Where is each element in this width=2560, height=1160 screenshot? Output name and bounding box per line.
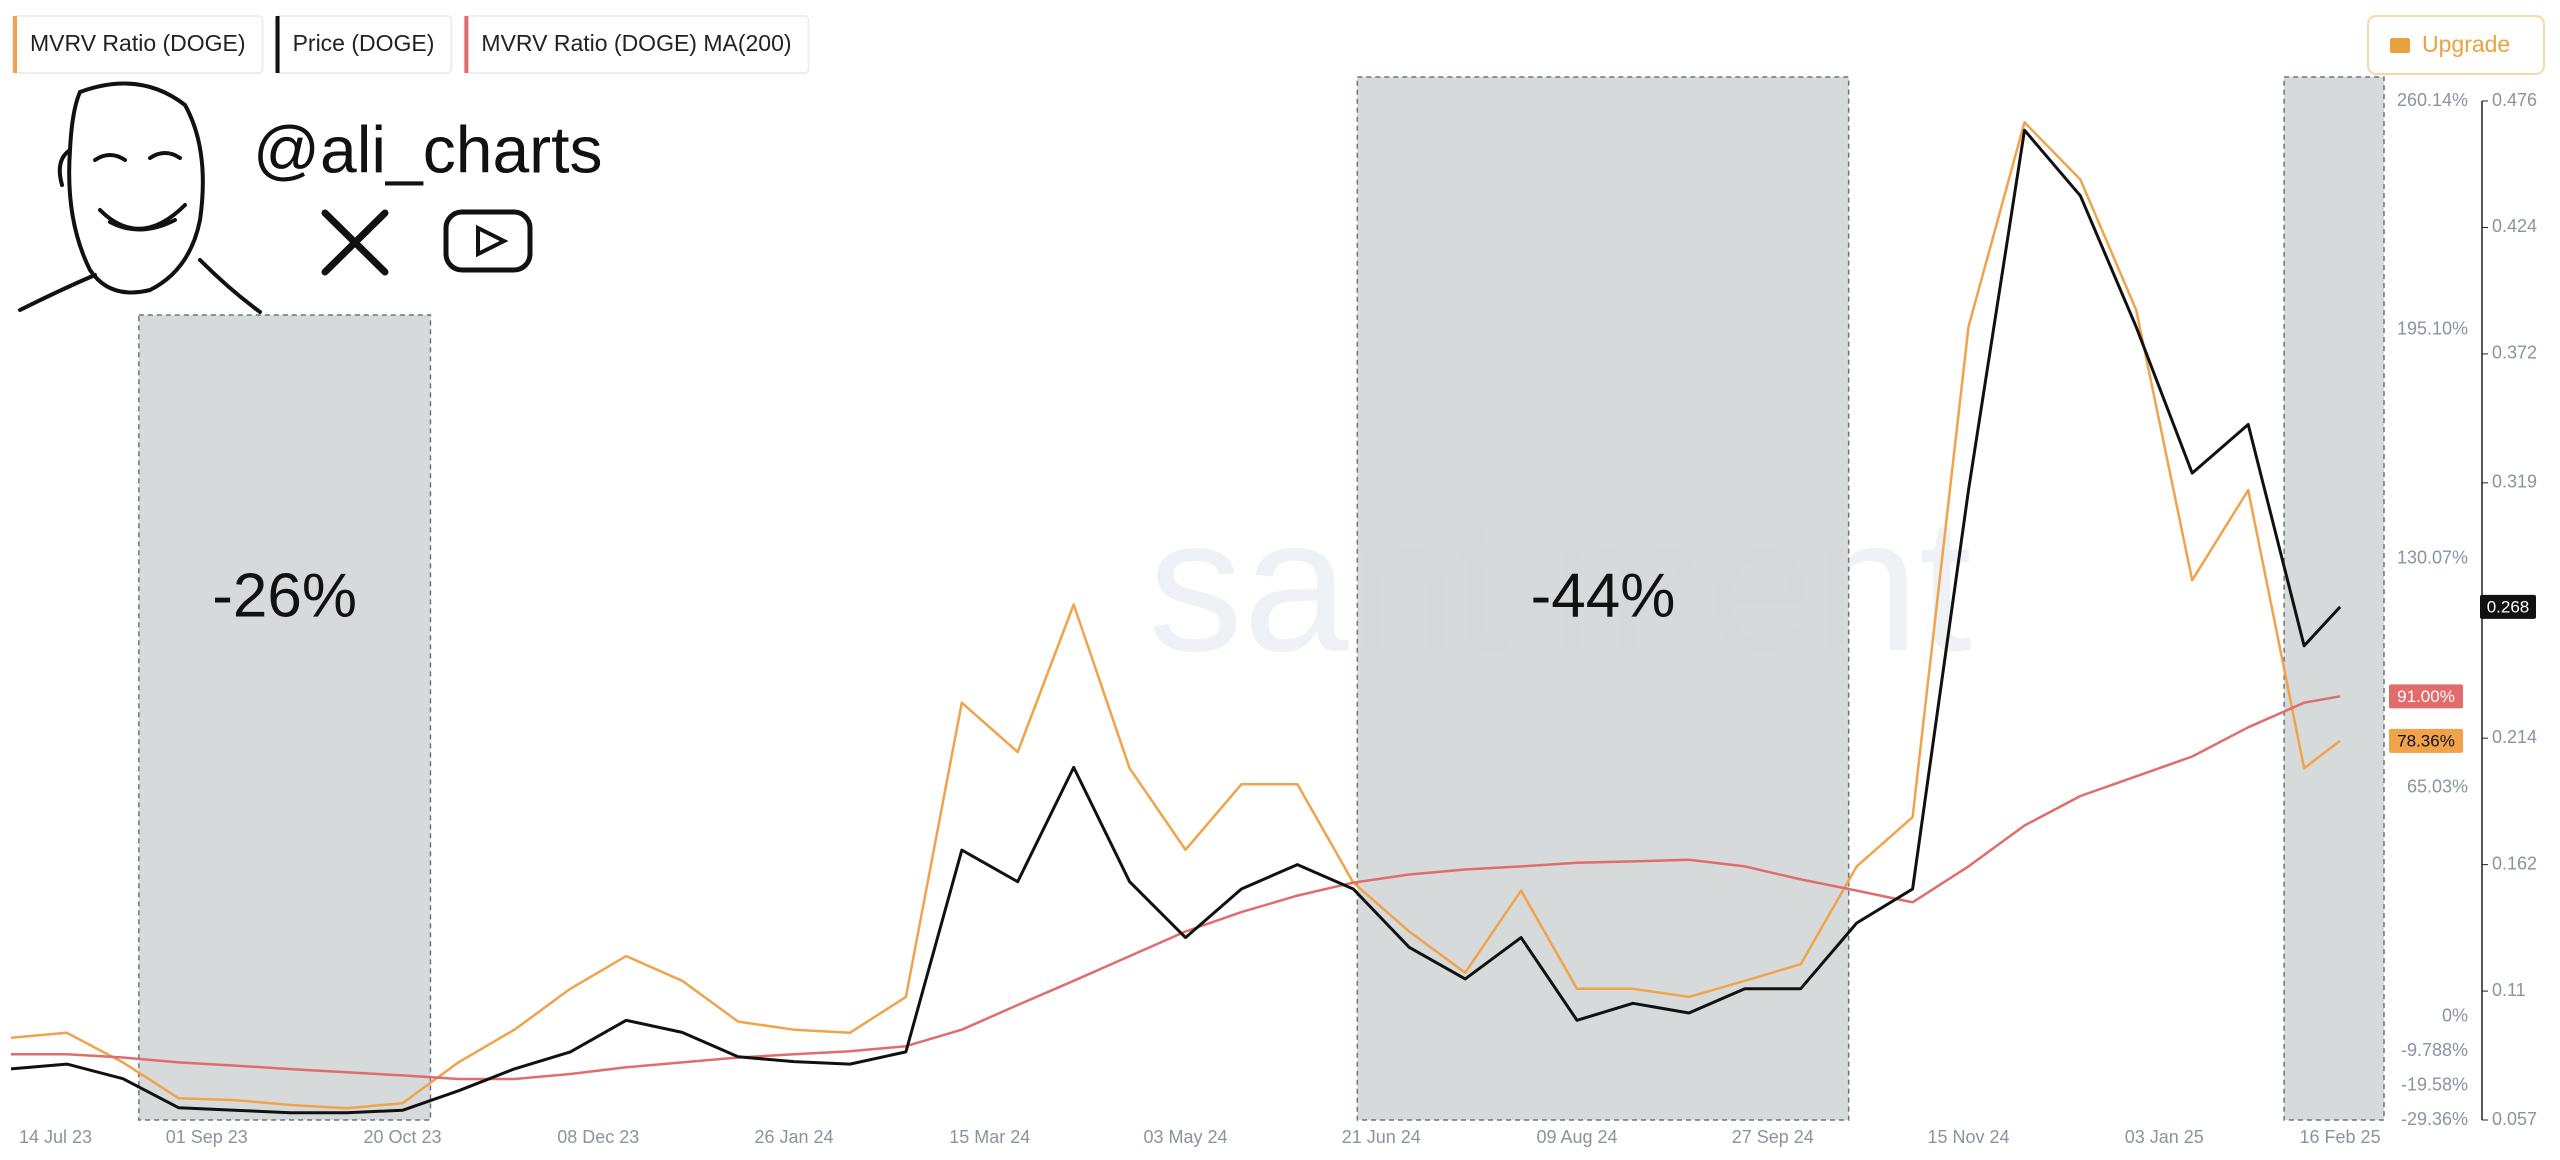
upgrade-button[interactable]: Upgrade: [2367, 15, 2545, 75]
last-value-badge: 78.36%: [2389, 728, 2463, 753]
logo-background: [0, 76, 640, 314]
y2-tick-label: -9.788%: [2401, 1040, 2468, 1060]
region-label: -44%: [1531, 561, 1676, 630]
last-value-badge: 91.00%: [2389, 684, 2463, 709]
x-tick-label: 09 Aug 24: [1536, 1127, 1617, 1147]
y-tick-label: 0.424: [2492, 216, 2537, 236]
y-tick-label: 0.11: [2492, 980, 2526, 1000]
legend-swatch: [13, 16, 17, 73]
youtube-icon: [443, 209, 533, 273]
upgrade-frame[interactable]: [2367, 15, 2545, 75]
y-tick-label: 0.057: [2492, 1109, 2537, 1129]
x-tick-label: 27 Sep 24: [1732, 1127, 1814, 1147]
shaded-region: [138, 314, 432, 1121]
y2-tick-label: -29.36%: [2401, 1109, 2468, 1129]
y-tick-label: 0.476: [2492, 90, 2537, 110]
legend-label: Price (DOGE): [293, 30, 435, 56]
legend-label: MVRV Ratio (DOGE) MA(200): [481, 30, 791, 56]
upgrade-icon: [2390, 38, 2410, 53]
legend-label: MVRV Ratio (DOGE): [30, 30, 246, 56]
series-line: [11, 695, 2341, 1081]
shaded-region: [1356, 76, 1850, 1121]
x-tick-label: 08 Dec 23: [557, 1127, 639, 1147]
x-tick-label: 21 Jun 24: [1342, 1127, 1421, 1147]
plot-area: -26% -44%: [10, 76, 2385, 1121]
x-tick-label: 01 Sep 23: [166, 1127, 248, 1147]
y-tick-label: 0.319: [2492, 472, 2537, 492]
legend-item: Price (DOGE): [274, 15, 453, 74]
y-tick-label: 0.372: [2492, 343, 2537, 363]
series-line: [10, 128, 2342, 1115]
y2-tick-label: 260.14%: [2397, 90, 2468, 110]
face-sketch: [18, 81, 262, 314]
legend-swatch: [464, 16, 469, 73]
last-value-box: [2389, 728, 2463, 753]
x-tick-label: 20 Oct 23: [363, 1127, 441, 1147]
x-tick-label: 15 Mar 24: [949, 1127, 1030, 1147]
last-value-label: 0.268: [2487, 597, 2530, 616]
x-icon: [321, 209, 389, 276]
y2-tick-label: 130.07%: [2397, 548, 2468, 568]
y2-tick-label: 195.10%: [2397, 319, 2468, 339]
x-tick-label: 03 Jan 25: [2125, 1127, 2204, 1147]
upgrade-label[interactable]: Upgrade: [2422, 31, 2510, 57]
legend-swatch: [275, 16, 280, 73]
legend-item: MVRV Ratio (DOGE): [12, 15, 264, 74]
last-value-label: 91.00%: [2397, 687, 2455, 706]
last-value-box: [2480, 594, 2536, 619]
logo: @ali_charts: [0, 76, 640, 314]
series-line: [10, 121, 2341, 1110]
last-value-label: 78.36%: [2397, 731, 2455, 750]
y2-tick-label: -19.58%: [2401, 1074, 2468, 1094]
shaded-region: [2283, 76, 2385, 1121]
x-tick-label: 03 May 24: [1143, 1127, 1227, 1147]
legend-item: MVRV Ratio (DOGE) MA(200): [463, 15, 810, 74]
x-tick-label: 26 Jan 24: [754, 1127, 833, 1147]
x-tick-label: 14 Jul 23: [19, 1127, 92, 1147]
last-value-box: [2389, 684, 2463, 709]
region-label: -26%: [212, 561, 357, 630]
last-value-badge: 0.268: [2480, 594, 2536, 619]
y2-tick-label: 0%: [2442, 1005, 2468, 1025]
y-tick-label: 0.214: [2492, 727, 2537, 747]
y-tick-label: 0.162: [2492, 853, 2537, 873]
handle: @ali_charts: [253, 112, 602, 186]
x-tick-label: 16 Feb 25: [2300, 1127, 2381, 1147]
x-tick-label: 15 Nov 24: [1927, 1127, 2009, 1147]
y2-tick-label: 65.03%: [2407, 777, 2468, 797]
